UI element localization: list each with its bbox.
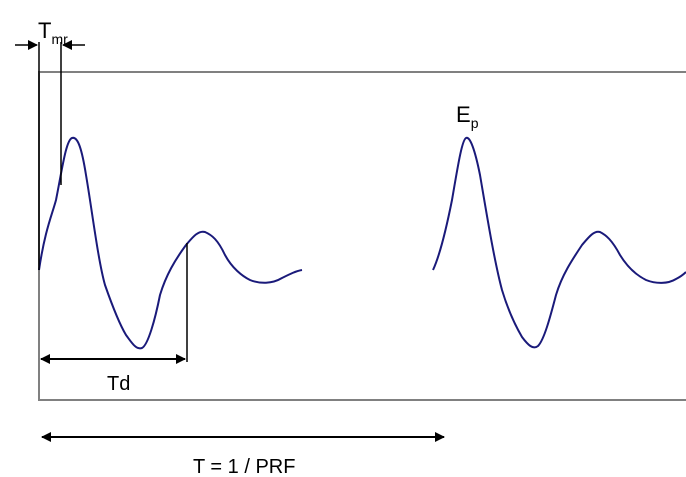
- ep-label-main: E: [456, 102, 471, 127]
- period-label: T = 1 / PRF: [193, 456, 295, 477]
- tmr-label-subscript: mr: [51, 31, 68, 47]
- td-label: Td: [107, 373, 130, 395]
- tmr-label-main: T: [38, 18, 51, 43]
- tmr-label: Tmr: [38, 18, 68, 47]
- ep-label: Ep: [456, 102, 479, 131]
- ep-label-subscript: p: [471, 115, 479, 131]
- first-pulse-waveform: [38, 136, 303, 350]
- second-pulse-waveform: [432, 136, 686, 349]
